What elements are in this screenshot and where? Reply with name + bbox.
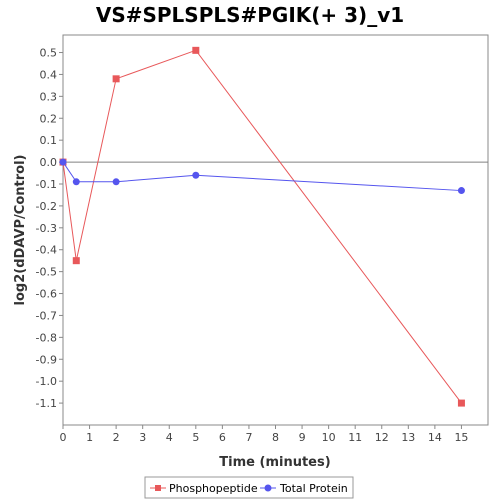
data-point-phosphopeptide <box>192 46 200 54</box>
y-tick-label: -0.4 <box>36 244 57 257</box>
legend-total-protein-marker <box>264 484 272 492</box>
y-tick-label: -1.0 <box>36 375 57 388</box>
x-tick-label: 8 <box>272 431 279 444</box>
y-tick-label: 0.4 <box>40 68 58 81</box>
y-tick-label: -0.6 <box>36 288 57 301</box>
data-point-total-protein <box>457 187 465 195</box>
x-tick-label: 10 <box>322 431 336 444</box>
y-tick-label: -0.9 <box>36 353 57 366</box>
data-point-total-protein <box>59 158 67 166</box>
x-tick-label: 13 <box>401 431 415 444</box>
x-tick-label: 11 <box>348 431 362 444</box>
series-layer <box>59 46 465 407</box>
data-point-phosphopeptide <box>112 75 120 83</box>
y-tick-label: 0.3 <box>40 90 58 103</box>
legend-phosphopeptide-label: Phosphopeptide <box>169 482 258 495</box>
data-point-total-protein <box>192 171 200 179</box>
x-tick-label: 2 <box>113 431 120 444</box>
x-tick-label: 14 <box>428 431 442 444</box>
x-tick-label: 4 <box>166 431 173 444</box>
x-tick-label: 3 <box>139 431 146 444</box>
y-tick-label: -0.7 <box>36 309 57 322</box>
y-tick-label: -0.8 <box>36 331 57 344</box>
y-tick-label: 0.1 <box>40 134 58 147</box>
x-tick-label: 6 <box>219 431 226 444</box>
data-point-phosphopeptide <box>457 399 465 407</box>
x-tick-label: 15 <box>454 431 468 444</box>
y-axis: 0.5 0.4 0.3 0.2 0.1 0.0 -0.1 -0.2 -0.3 -0.4 -0.5 -0… <box>36 47 63 410</box>
y-axis-label: log2(dDAVP/Control) <box>13 155 28 306</box>
chart-title: VS#SPLSPLS#PGIK(+ 3)_v1 <box>96 3 404 27</box>
y-tick-label: 0.5 <box>40 47 58 60</box>
y-tick-label: -0.3 <box>36 222 57 235</box>
x-tick-label: 12 <box>375 431 389 444</box>
x-tick-label: 0 <box>60 431 67 444</box>
y-tick-label: 0.0 <box>40 156 58 169</box>
plot-area <box>62 34 489 426</box>
data-point-total-protein <box>112 178 120 186</box>
x-tick-label: 9 <box>299 431 306 444</box>
y-tick-label: -0.2 <box>36 200 57 213</box>
data-point-phosphopeptide <box>72 257 80 265</box>
x-axis-label: Time (minutes) <box>219 455 330 470</box>
x-axis: 0 1 2 3 4 5 6 7 8 9 10 11 12 13 14 15 <box>60 425 468 444</box>
x-tick-label: 1 <box>86 431 93 444</box>
data-point-total-protein <box>72 178 80 186</box>
legend-total-protein-label: Total Protein <box>279 482 348 495</box>
y-tick-label: -0.5 <box>36 266 57 279</box>
legend: Phosphopeptide Total Protein <box>144 476 354 499</box>
legend-box <box>144 476 354 499</box>
y-tick-label: -1.1 <box>36 397 57 410</box>
y-tick-label: 0.2 <box>40 112 58 125</box>
legend-phosphopeptide-marker <box>155 485 161 491</box>
y-tick-label: -0.1 <box>36 178 57 191</box>
x-tick-label: 7 <box>245 431 252 444</box>
x-tick-label: 5 <box>192 431 199 444</box>
